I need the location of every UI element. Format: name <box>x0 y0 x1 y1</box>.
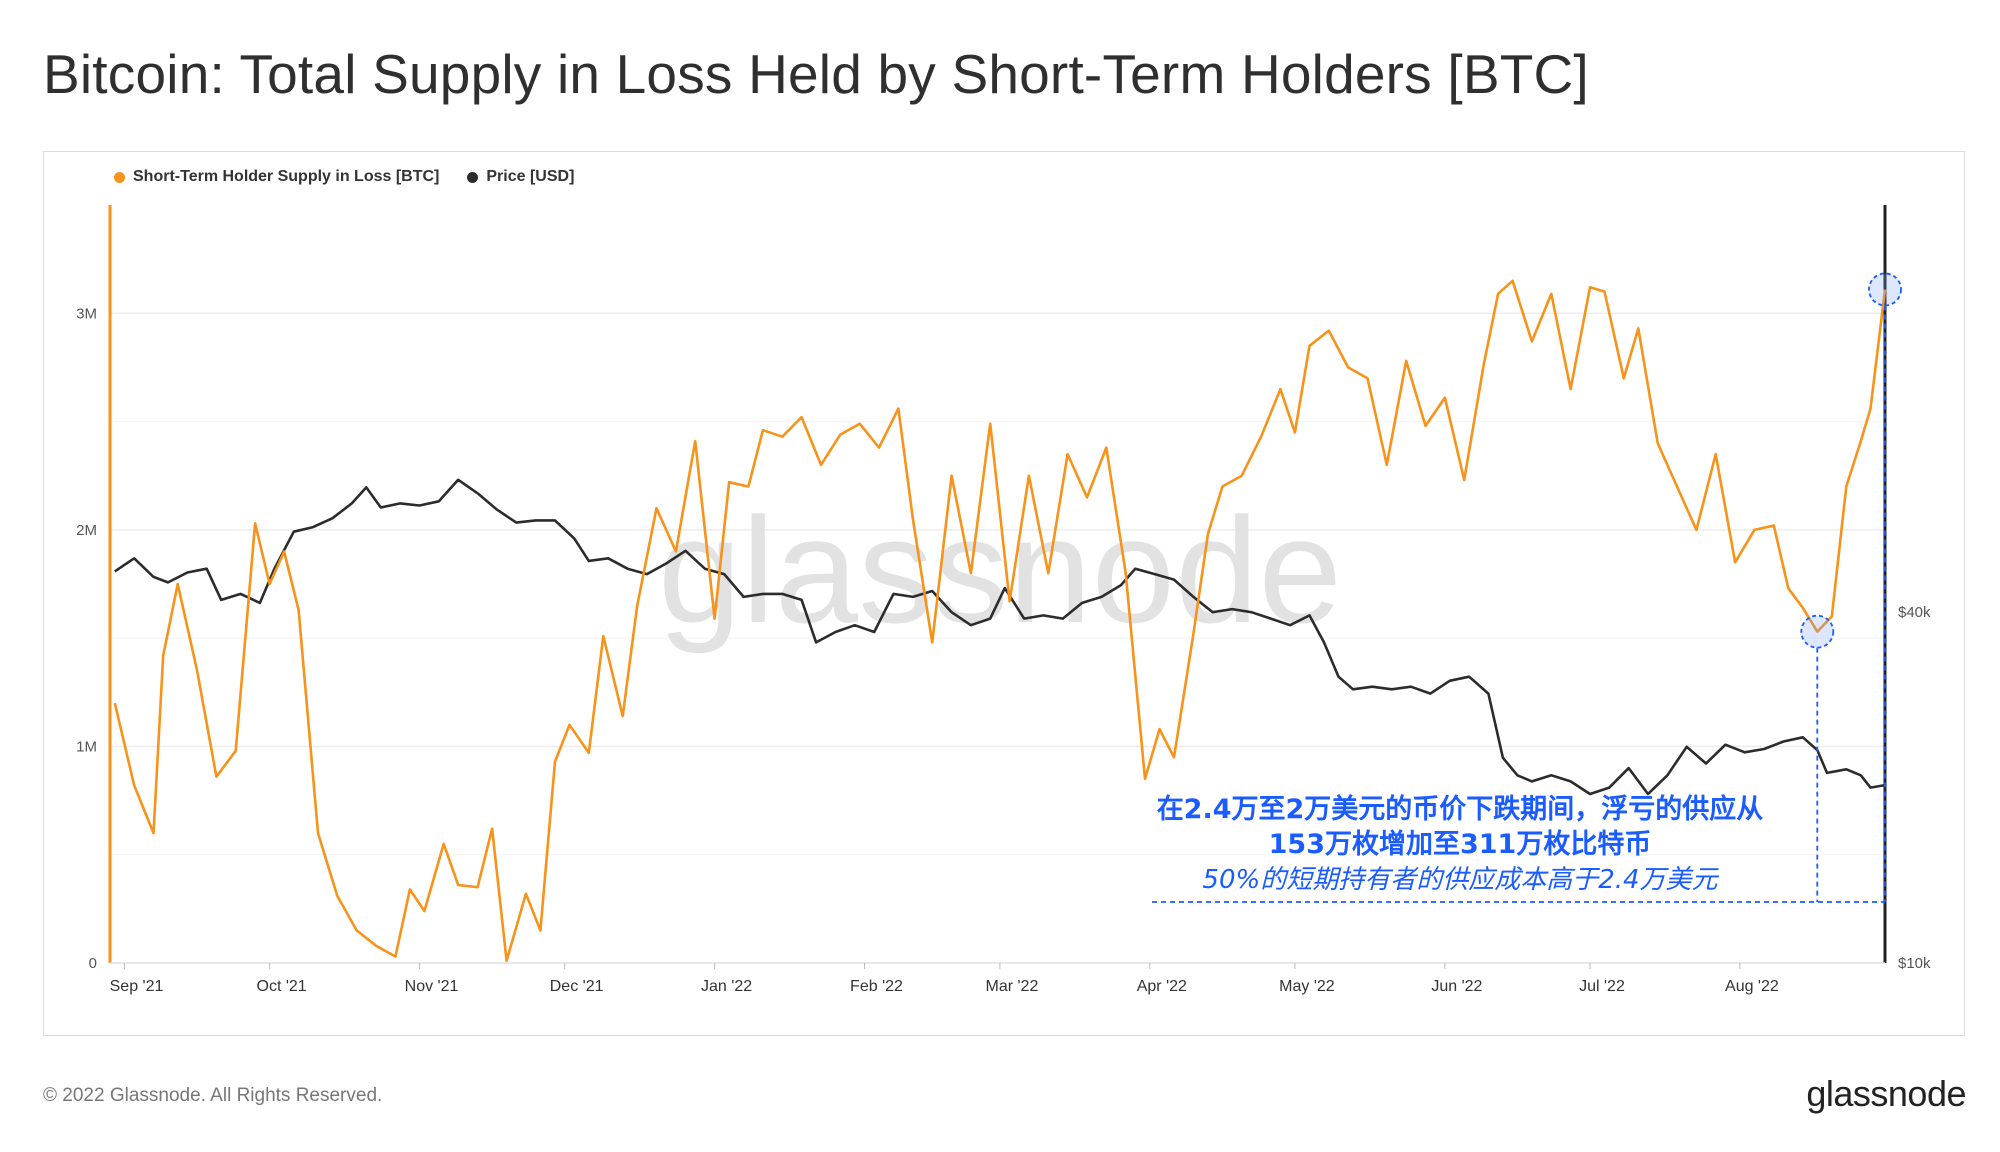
legend-dot-supply <box>114 171 125 183</box>
footer-copyright: © 2022 Glassnode. All Rights Reserved. <box>43 1085 383 1106</box>
y-left-tick-label: 0 <box>89 955 97 972</box>
series-group <box>113 279 1887 963</box>
footer-logo[interactable]: glassnode <box>1806 1073 1966 1114</box>
axes: 0 1M 2M 3M $10k $40k Sep '21 Oct '21 Nov '21 Dec … <box>76 205 1931 995</box>
legend-label-supply: Short-Term Holder Supply in Loss [BTC] <box>133 168 440 185</box>
y-left-tick-label: 2M <box>76 522 97 539</box>
highlight-circle <box>1868 272 1902 307</box>
x-tick-label: Oct '21 <box>257 978 307 995</box>
x-tick-label: May '22 <box>1279 978 1335 995</box>
x-tick-label: Nov '21 <box>405 978 459 995</box>
annotation-line-3: 50%的短期持有者的供应成本高于2.4万美元 <box>1202 865 1719 895</box>
x-tick-label: Dec '21 <box>550 978 604 995</box>
chart-title: Bitcoin: Total Supply in Loss Held by Sh… <box>43 43 1589 105</box>
x-tick-label: Feb '22 <box>850 978 903 995</box>
x-tick-label: Aug '22 <box>1725 978 1779 995</box>
series-line-supply <box>113 279 1887 963</box>
legend-item-price[interactable]: Price [USD] <box>467 168 574 186</box>
x-tick-label: Jul '22 <box>1579 978 1625 995</box>
chart-panel <box>43 151 1965 1036</box>
annotation-group: 在2.4万至2万美元的币价下跌期间，浮亏的供应从153万枚增加至311万枚比特币… <box>1152 272 1902 903</box>
x-tick-label: Apr '22 <box>1137 978 1187 995</box>
x-tick-label: Jan '22 <box>701 978 752 995</box>
x-tick-label: Mar '22 <box>985 978 1038 995</box>
legend-label-price: Price [USD] <box>486 168 575 185</box>
legend-item-supply[interactable]: Short-Term Holder Supply in Loss [BTC] <box>114 168 439 186</box>
y-right-tick-label: $10k <box>1898 955 1931 972</box>
highlight-circle <box>1800 614 1835 649</box>
y-left-tick-label: 3M <box>76 305 97 322</box>
legend-dot-price <box>467 171 479 183</box>
series-line-price <box>114 478 1886 796</box>
annotation-line-2: 153万枚增加至311万枚比特币 <box>1269 828 1652 860</box>
annotation-line-1: 在2.4万至2万美元的币价下跌期间，浮亏的供应从 <box>1157 793 1764 825</box>
y-right-tick-label: $40k <box>1898 604 1931 621</box>
x-tick-label: Jun '22 <box>1431 978 1482 995</box>
y-left-tick-label: 1M <box>76 738 97 755</box>
x-tick-label: Sep '21 <box>110 978 164 995</box>
grid-lines <box>110 312 1885 964</box>
legend: Short-Term Holder Supply in Loss [BTC] P… <box>114 168 574 186</box>
